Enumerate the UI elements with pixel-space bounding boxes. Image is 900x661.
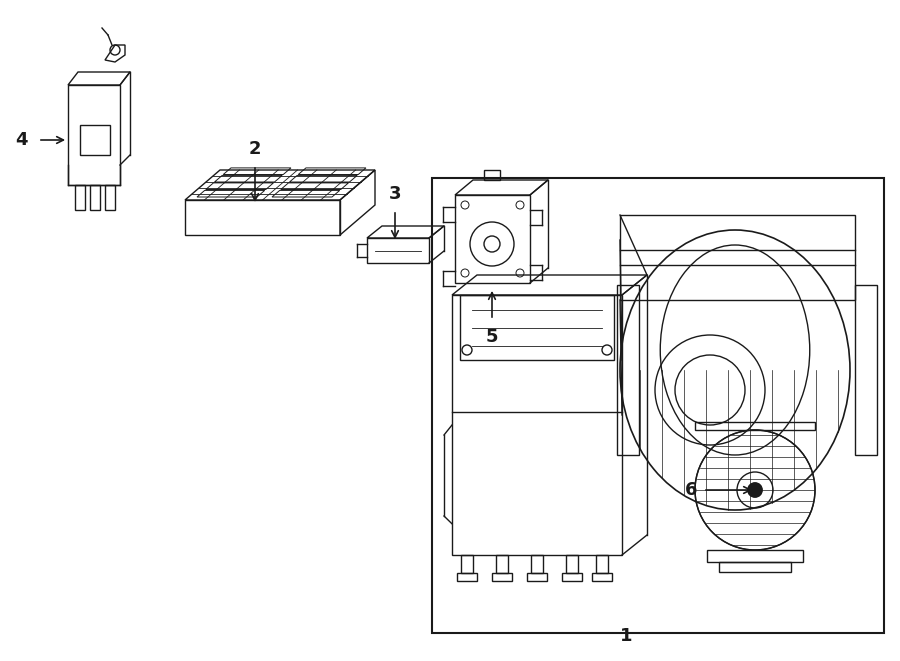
Bar xyxy=(68,85,120,185)
Bar xyxy=(496,555,508,573)
Bar xyxy=(719,562,791,572)
Bar xyxy=(460,295,614,360)
Bar xyxy=(617,285,639,455)
Bar xyxy=(620,215,855,300)
Bar xyxy=(695,422,815,430)
Bar xyxy=(432,178,884,633)
Bar xyxy=(367,238,429,263)
Bar xyxy=(492,573,512,581)
Bar xyxy=(452,295,622,555)
Bar xyxy=(90,185,100,210)
Bar xyxy=(484,170,500,180)
Text: 1: 1 xyxy=(620,627,632,645)
Bar xyxy=(855,285,877,455)
Bar xyxy=(75,185,85,210)
Bar xyxy=(461,555,473,573)
Bar xyxy=(527,573,547,581)
Bar xyxy=(80,125,110,155)
Bar xyxy=(707,550,803,562)
Bar xyxy=(185,200,340,235)
Bar xyxy=(457,573,477,581)
Bar xyxy=(592,573,612,581)
Text: 3: 3 xyxy=(389,185,401,203)
Text: 4: 4 xyxy=(15,131,28,149)
Bar xyxy=(566,555,578,573)
Circle shape xyxy=(748,483,762,497)
Bar xyxy=(105,185,115,210)
Bar xyxy=(562,573,582,581)
Text: 2: 2 xyxy=(248,140,261,158)
Bar xyxy=(455,195,530,283)
Bar xyxy=(596,555,608,573)
Text: 5: 5 xyxy=(486,328,499,346)
Bar xyxy=(531,555,543,573)
Text: 6: 6 xyxy=(685,481,697,499)
